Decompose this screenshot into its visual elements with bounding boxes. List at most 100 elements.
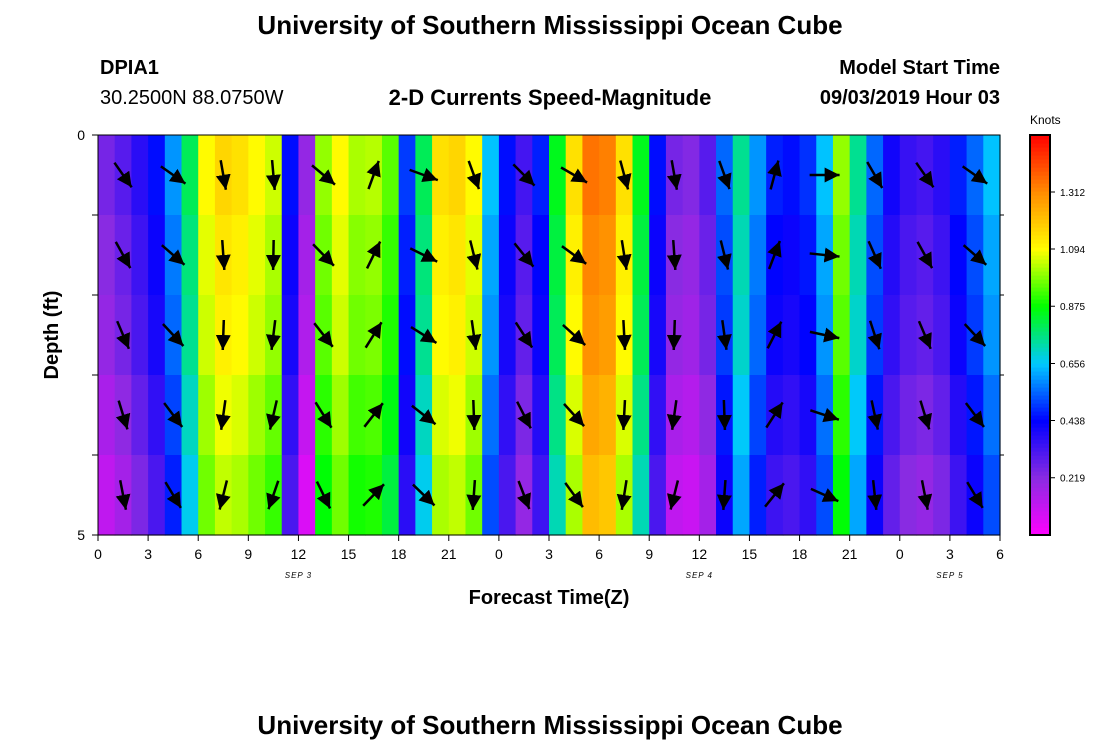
current-vector-arrow [215, 319, 231, 351]
current-vector-arrow [516, 480, 531, 510]
colorbar-segment [1030, 531, 1050, 536]
colorbar-segment [1030, 335, 1050, 340]
x-tick-label: 18 [792, 546, 808, 562]
heatmap-cell [849, 375, 867, 456]
colorbar-segment [1030, 191, 1050, 196]
colorbar-segment [1030, 135, 1050, 140]
heatmap-cell [933, 375, 951, 456]
heatmap-cell [298, 375, 316, 456]
heatmap-cell [498, 135, 517, 216]
heatmap-cell [749, 135, 767, 216]
day-label: SEP 5 [936, 571, 963, 580]
heatmap-cell [799, 375, 817, 456]
heatmap-cell [248, 135, 266, 216]
colorbar-segment [1030, 455, 1050, 460]
heatmap-cell [682, 295, 700, 376]
heatmap-cell [832, 215, 851, 296]
product-title: 2-D Currents Speed-Magnitude [388, 85, 712, 110]
heatmap-cell [632, 215, 650, 296]
heatmap-cell [649, 135, 667, 216]
colorbar-segment [1030, 463, 1050, 468]
heatmap-cell [883, 295, 901, 376]
colorbar-segment [1030, 427, 1050, 432]
heatmap-cell [599, 375, 617, 456]
current-vector-arrow [114, 241, 132, 269]
current-vector-arrow [717, 160, 732, 190]
current-vector-arrow [616, 319, 632, 351]
heatmap-cell [482, 135, 500, 216]
heatmap-cell [849, 455, 867, 536]
current-vector-arrow [867, 400, 883, 430]
colorbar-segment [1030, 319, 1050, 324]
current-vector-arrow [666, 160, 682, 190]
current-vector-arrow [765, 401, 784, 429]
colorbar-segment [1030, 459, 1050, 464]
current-vector-arrow [363, 402, 384, 428]
day-label: SEP 4 [686, 571, 713, 580]
colorbar-segment [1030, 163, 1050, 168]
heatmap-cell [549, 375, 567, 456]
current-vector-arrow [616, 239, 632, 271]
heatmap-cell [231, 375, 249, 456]
heatmap-cell [398, 295, 416, 376]
heatmap-cell [699, 375, 717, 456]
top-title: University of Southern Mississippi Ocean… [257, 10, 843, 40]
colorbar-segment [1030, 363, 1050, 368]
current-vector-arrow [513, 242, 535, 268]
colorbar-segment [1030, 187, 1050, 192]
colorbar-segment [1030, 279, 1050, 284]
heatmap-cell [883, 375, 901, 456]
station-coords: 30.2500N 88.0750W [100, 87, 284, 109]
heatmap-cell [582, 135, 600, 216]
heatmap-cell [732, 295, 751, 376]
current-vector-arrow [364, 321, 383, 349]
current-vector-arrow [216, 480, 231, 510]
heatmap-cell [198, 135, 216, 216]
heatmap-cell [131, 455, 149, 536]
heatmap-cell [933, 135, 951, 216]
heatmap-cell [181, 215, 199, 296]
current-vector-arrow [966, 481, 984, 509]
colorbar-segment [1030, 387, 1050, 392]
colorbar-tick-label: 0.438 [1060, 416, 1085, 427]
heatmap-cell [549, 135, 567, 216]
heatmap-cell [632, 135, 650, 216]
current-vector-arrow [113, 161, 133, 189]
heatmap-cell [298, 295, 316, 376]
heatmap-cell [682, 455, 700, 536]
colorbar-segment [1030, 259, 1050, 264]
current-vector-arrow [215, 399, 231, 431]
x-tick-label: 3 [144, 546, 152, 562]
heatmap-cell [849, 215, 867, 296]
heatmap-cell [732, 215, 751, 296]
current-vector-arrow [466, 399, 482, 431]
colorbar-segment [1030, 195, 1050, 200]
heatmap-cell [98, 215, 116, 296]
heatmap-cell [482, 215, 500, 296]
model-start-value: 09/03/2019 Hour 03 [819, 87, 1000, 109]
heatmap-cell [799, 135, 817, 216]
colorbar-segment [1030, 495, 1050, 500]
heatmap-cell [381, 295, 400, 376]
heatmap-cell [782, 375, 801, 456]
x-tick-label: 0 [896, 546, 904, 562]
current-vector-arrow [412, 483, 436, 507]
x-tick-label: 12 [692, 546, 708, 562]
heatmap-cell [348, 375, 366, 456]
current-vector-arrow [917, 320, 932, 350]
colorbar-segment [1030, 275, 1050, 280]
heatmap-cell [983, 135, 1001, 216]
heatmap-cell [832, 375, 851, 456]
current-vector-arrow [964, 402, 985, 428]
heatmap-cell [98, 135, 116, 216]
heatmap-cell [448, 375, 467, 456]
heatmap-cell [849, 135, 867, 216]
colorbar-segment [1030, 247, 1050, 252]
current-vector-arrow [716, 399, 732, 431]
heatmap-cell [98, 455, 116, 536]
colorbar-segment [1030, 167, 1050, 172]
current-vector-arrow [516, 401, 532, 429]
heatmap-cell [281, 215, 300, 296]
heatmap-cell [231, 295, 249, 376]
colorbar-segment [1030, 347, 1050, 352]
